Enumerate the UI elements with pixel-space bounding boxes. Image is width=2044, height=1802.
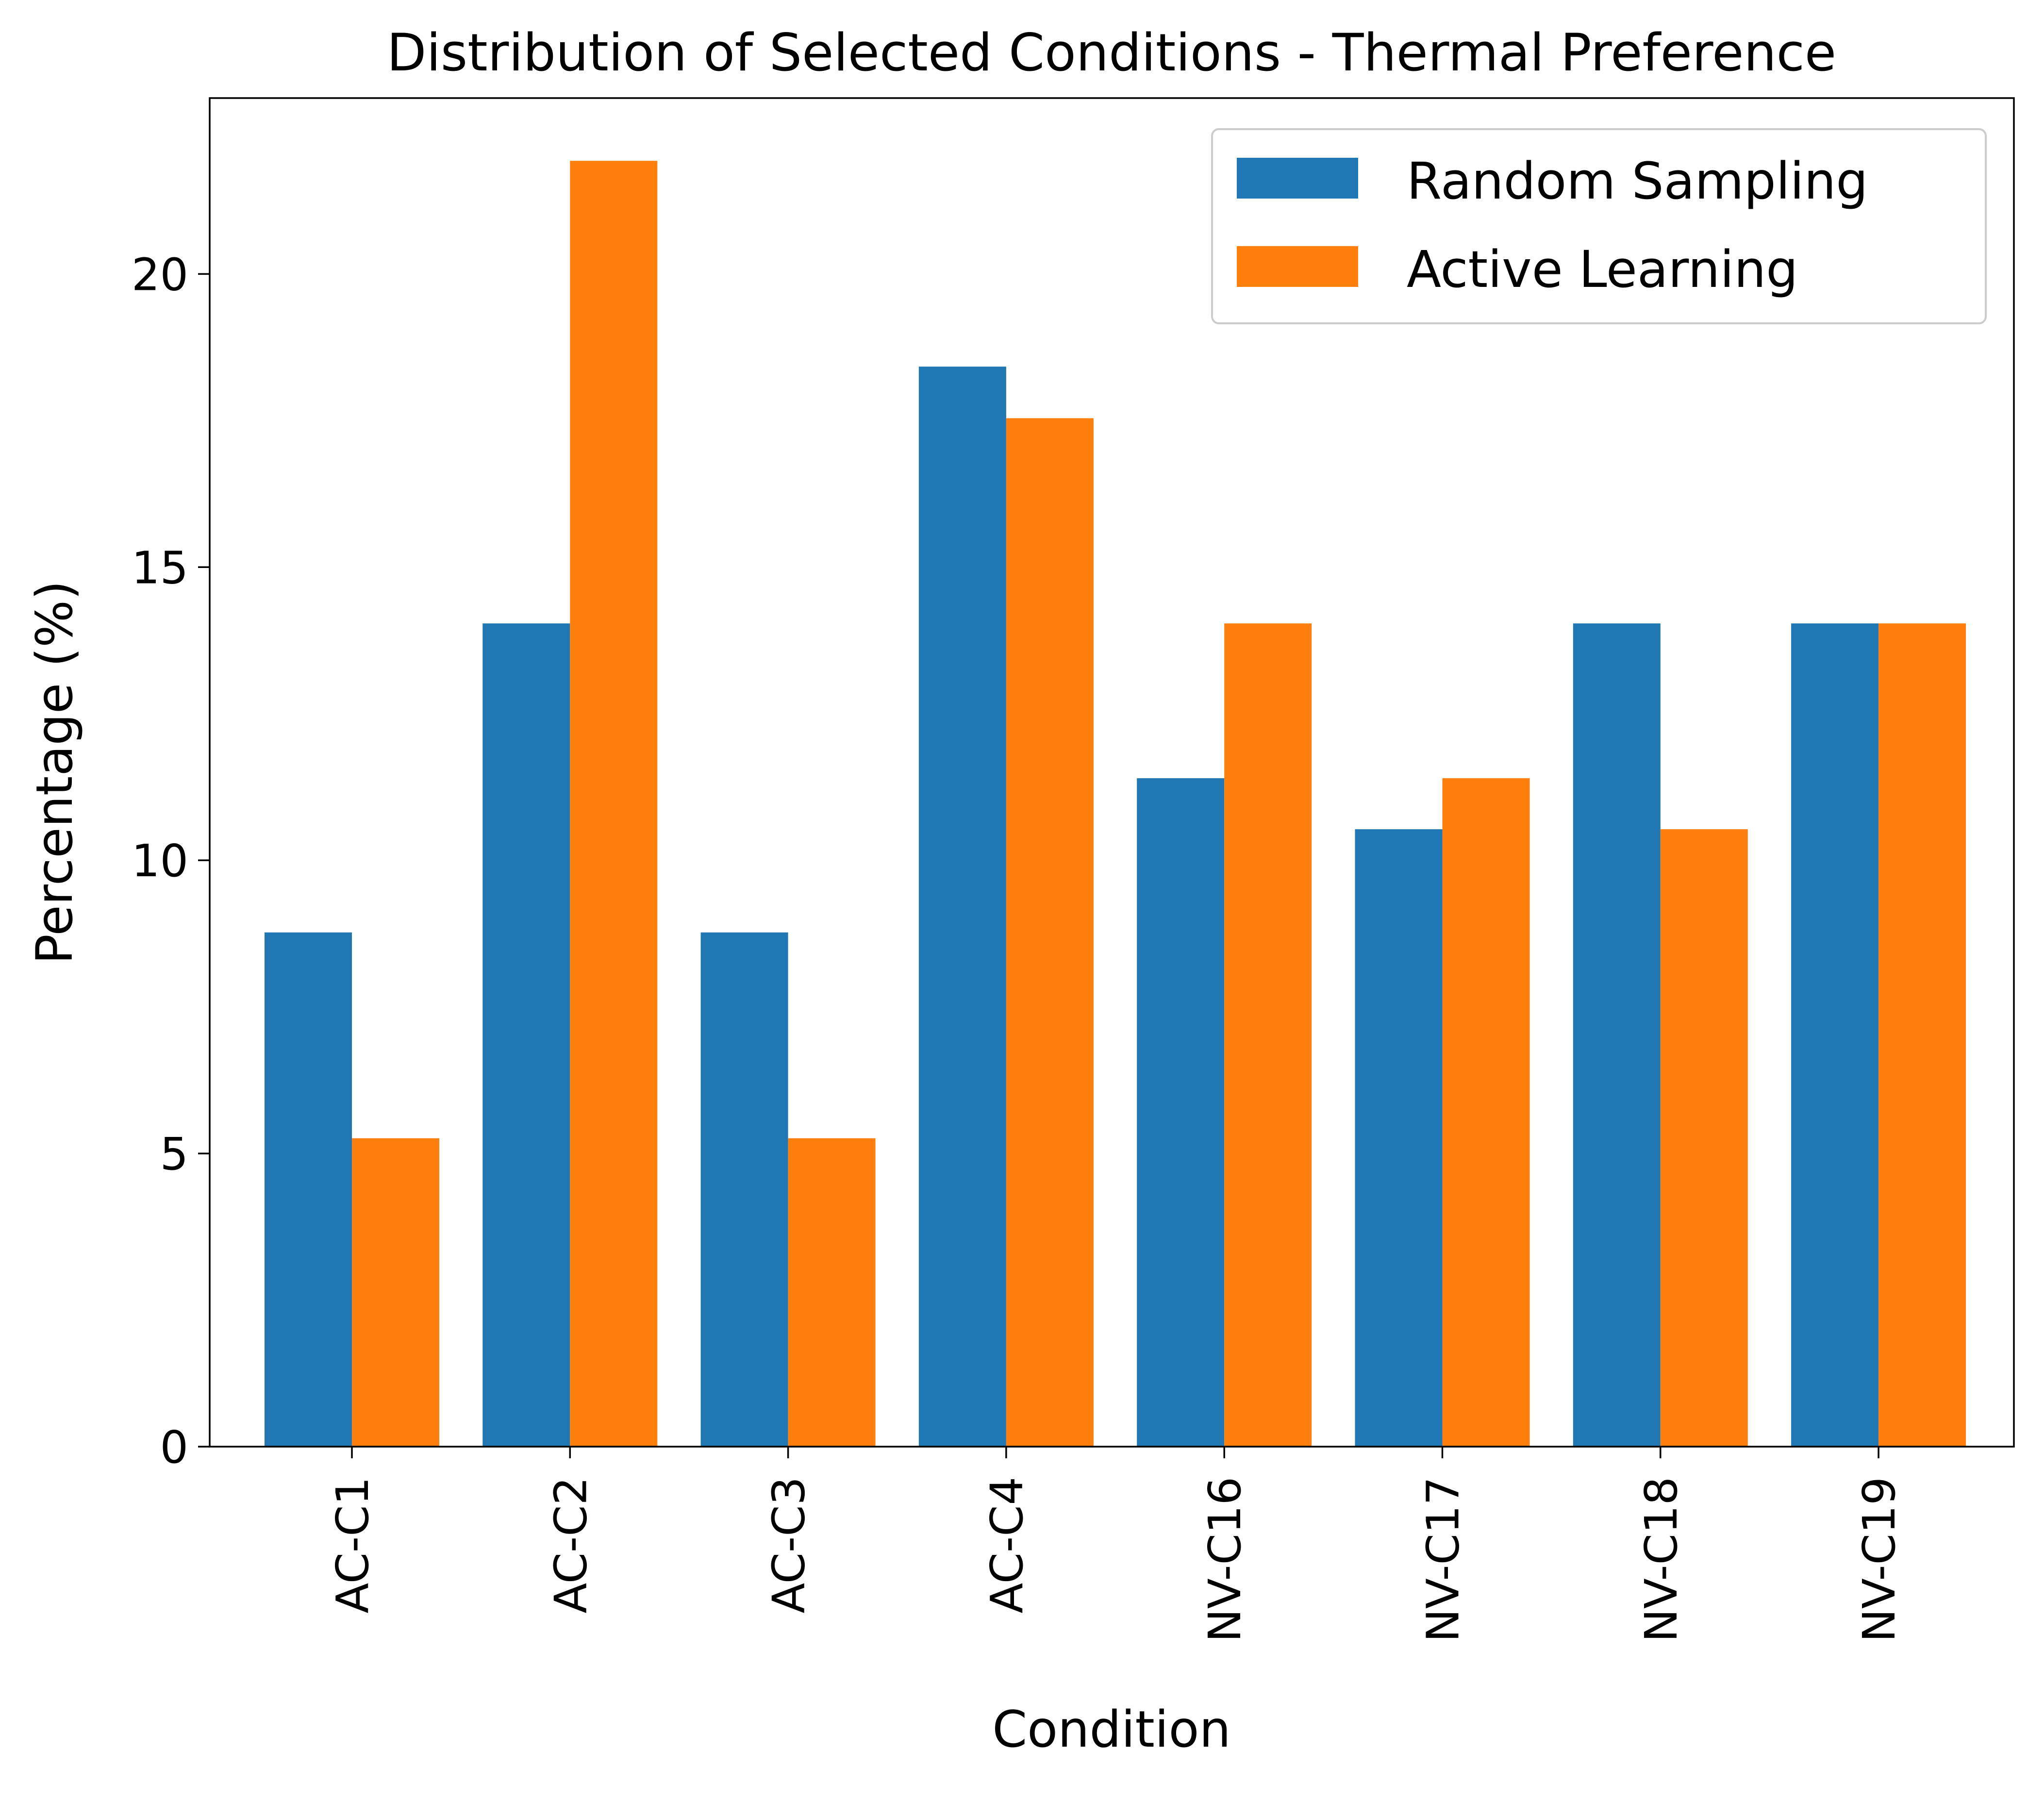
bar-random-sampling-nv-c17 [1355,829,1443,1447]
bar-active-learning-nv-c19 [1878,623,1966,1447]
x-tick-label: AC-C3 [763,1477,815,1614]
chart-title: Distribution of Selected Conditions - Th… [387,23,1836,83]
bar-random-sampling-ac-c4 [918,367,1006,1447]
bar-random-sampling-ac-c3 [700,932,788,1447]
x-tick-label: AC-C1 [327,1477,379,1614]
bar-active-learning-nv-c18 [1660,829,1748,1447]
legend-label-active-learning: Active Learning [1407,240,1798,299]
x-axis-ticks: AC-C1 AC-C2 AC-C3 AC-C4 NV-C16 NV-C17 NV-C18 NV… [327,1447,1905,1642]
bars-group [265,161,1966,1447]
legend-label-random-sampling: Random Sampling [1407,151,1868,211]
legend-swatch-random-sampling [1237,158,1358,199]
x-tick-label: AC-C2 [545,1477,597,1614]
legend-box [1211,128,1987,324]
bar-random-sampling-ac-c1 [265,932,352,1447]
y-tick-label: 20 [132,249,188,300]
y-axis-ticks: 0 5 10 15 20 [132,249,210,1473]
y-axis-title: Percentage (%) [26,581,84,964]
bar-active-learning-nv-c17 [1442,778,1530,1447]
bar-random-sampling-ac-c2 [482,623,570,1447]
x-tick-label: NV-C18 [1635,1477,1687,1642]
bar-random-sampling-nv-c16 [1137,778,1225,1447]
y-tick-label: 5 [160,1128,188,1180]
y-tick-label: 10 [132,835,188,887]
y-tick-label: 15 [132,542,188,594]
x-axis-title: Condition [992,1701,1231,1759]
plot-frame [209,97,2015,1448]
bar-active-learning-ac-c4 [1006,418,1094,1447]
bar-random-sampling-nv-c18 [1573,623,1661,1447]
bar-random-sampling-nv-c19 [1791,623,1879,1447]
bar-active-learning-ac-c2 [570,161,658,1447]
bar-active-learning-ac-c1 [352,1138,439,1447]
legend: Random Sampling Active Learning [1211,128,1987,324]
bar-active-learning-ac-c3 [788,1138,876,1447]
x-tick-label: NV-C16 [1199,1477,1251,1642]
x-tick-label: NV-C17 [1417,1477,1469,1642]
y-tick-label: 0 [160,1421,188,1473]
x-tick-label: NV-C19 [1853,1477,1905,1642]
x-tick-label: AC-C4 [981,1477,1033,1614]
bar-active-learning-nv-c16 [1224,623,1312,1447]
legend-swatch-active-learning [1237,246,1358,287]
